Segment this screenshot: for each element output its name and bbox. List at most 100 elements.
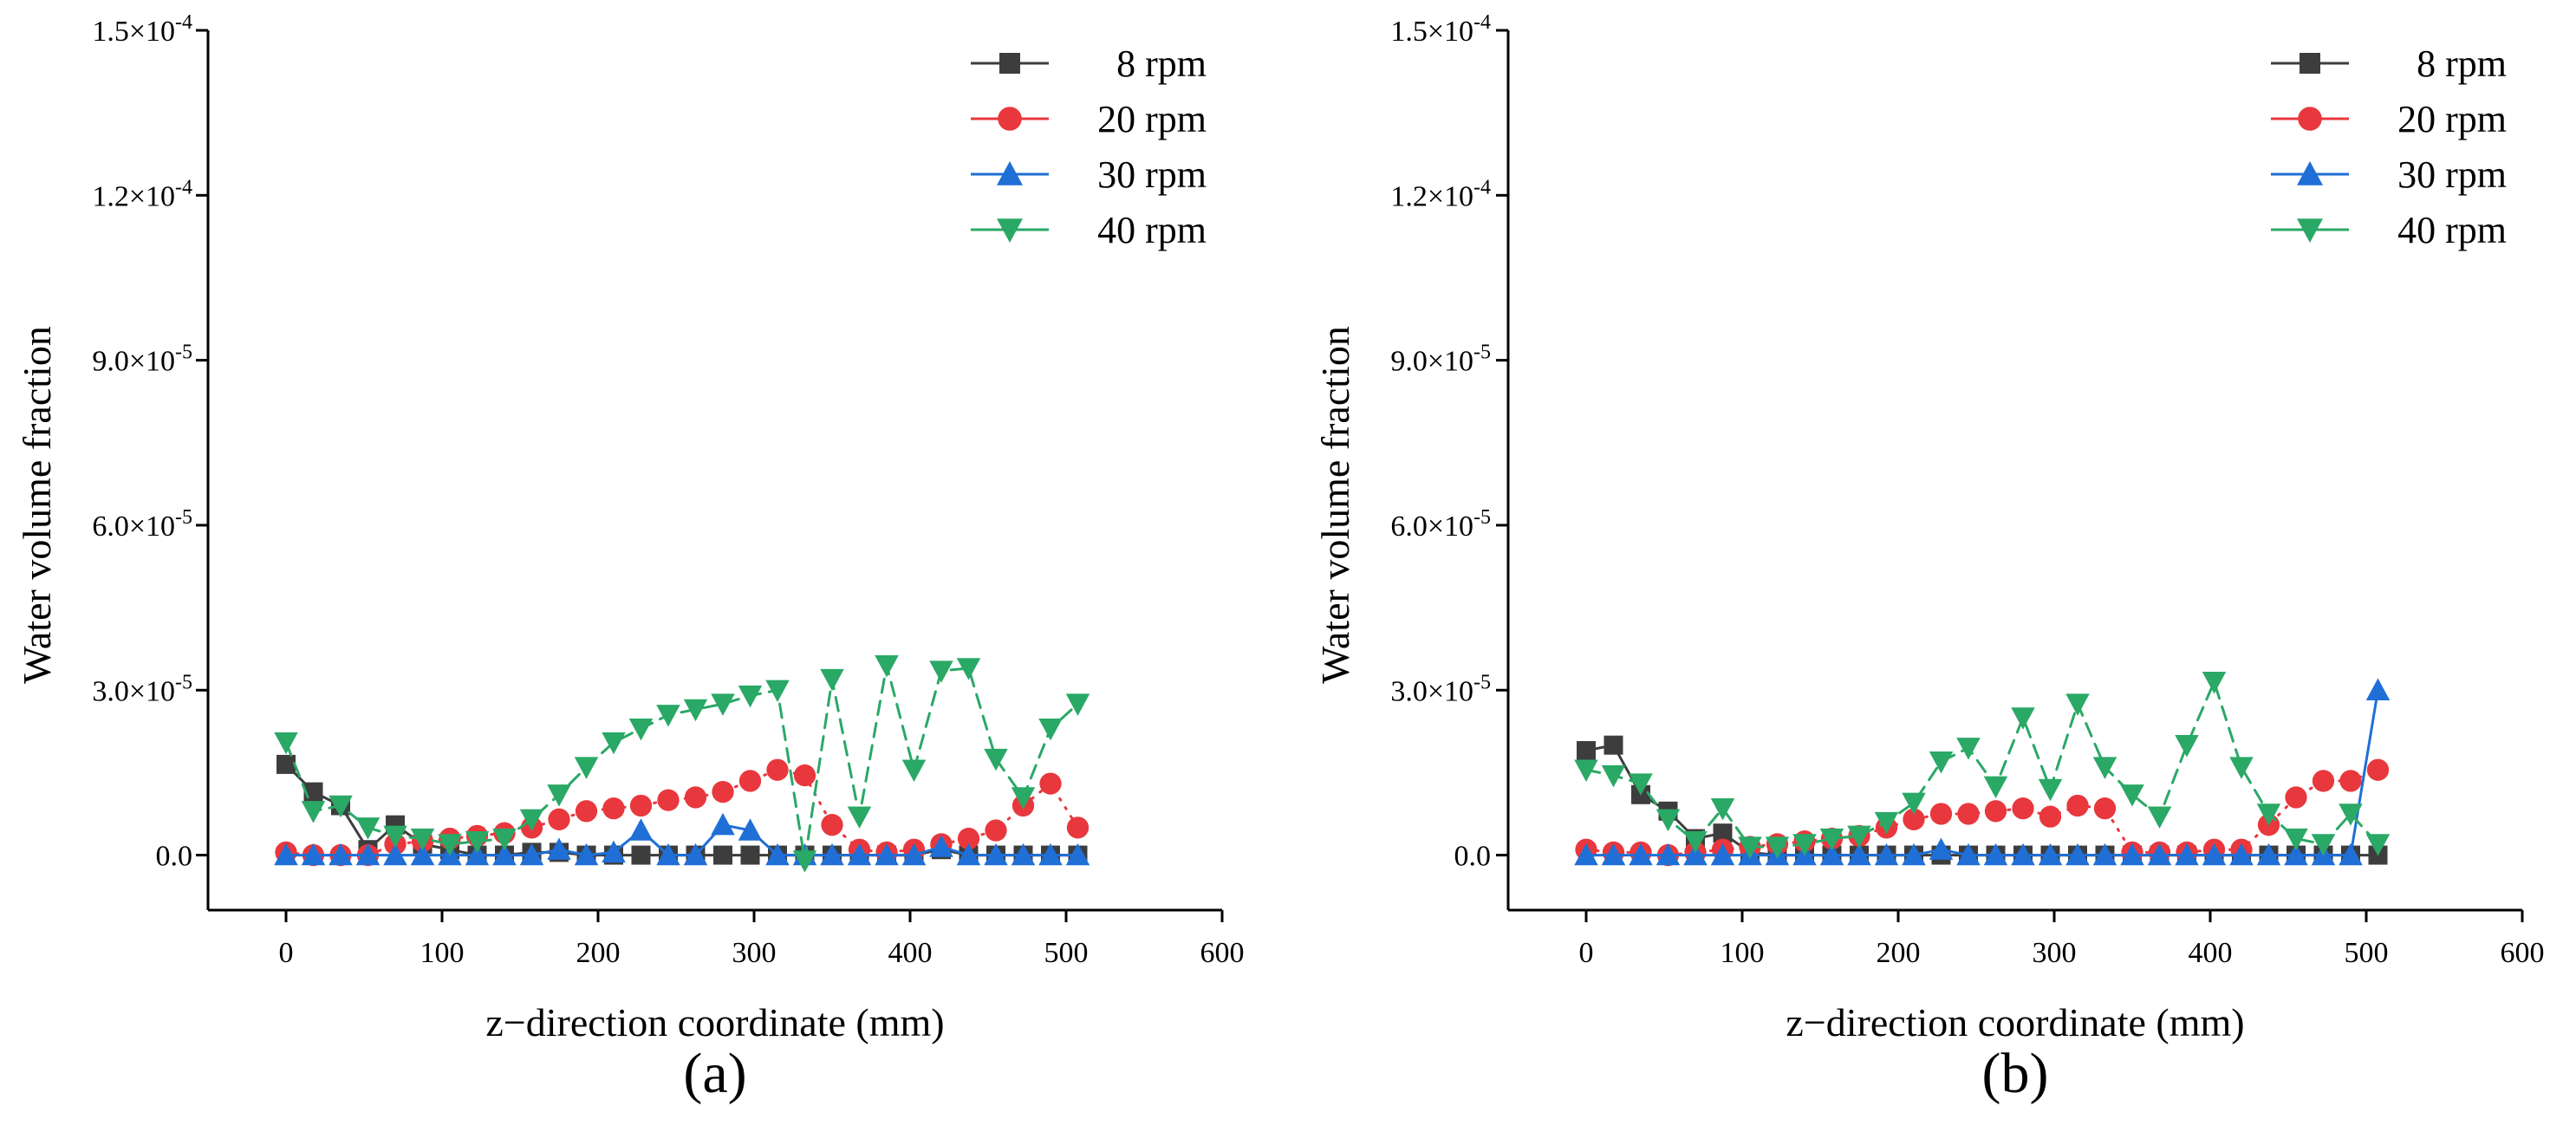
data-point <box>683 842 708 866</box>
data-point <box>1601 764 1626 788</box>
data-point <box>355 817 381 840</box>
data-point <box>847 806 872 829</box>
x-tick-label: 600 <box>1200 937 1245 969</box>
data-point <box>602 732 626 755</box>
data-point <box>465 842 490 866</box>
y-tick-label: 1.5×10-4 <box>92 11 192 48</box>
data-point <box>2120 842 2144 866</box>
data-point <box>2256 803 2281 826</box>
data-point <box>628 818 654 841</box>
data-point <box>329 842 353 866</box>
data-point <box>329 795 353 818</box>
y-axis-title: Water volume fraction <box>15 326 59 684</box>
data-point <box>2092 842 2117 866</box>
legend-marker <box>997 218 1023 243</box>
data-point <box>492 842 517 866</box>
data-point <box>2011 707 2035 730</box>
y-tick-label: 0.0 <box>1454 841 1492 873</box>
data-point <box>519 842 544 866</box>
data-point <box>738 818 763 841</box>
data-point <box>602 797 625 820</box>
data-point <box>492 828 517 851</box>
series-line <box>1584 680 2379 849</box>
legend-marker <box>2300 53 2320 74</box>
data-point <box>410 842 435 866</box>
data-point <box>355 842 381 866</box>
data-point <box>2066 794 2089 817</box>
y-tick-label: 1.2×10-4 <box>1390 176 1491 212</box>
data-point <box>410 828 435 851</box>
data-point <box>1601 842 1626 866</box>
legend: 8 rpm 20 rpm 30 rpm 40 rpm <box>2271 42 2507 251</box>
data-point <box>683 699 708 722</box>
data-point <box>1683 831 1708 854</box>
data-point <box>2038 842 2063 866</box>
data-point <box>574 757 599 779</box>
legend-label: 20 rpm <box>2397 98 2507 140</box>
data-point <box>2229 757 2254 779</box>
data-point <box>901 759 927 782</box>
legend-item: 30 rpm <box>971 153 1207 196</box>
legend-marker <box>997 161 1023 185</box>
data-point <box>984 842 1008 866</box>
data-point <box>657 789 680 811</box>
data-point <box>793 764 816 787</box>
data-point <box>656 705 680 727</box>
data-point <box>1765 836 1790 859</box>
data-point <box>956 842 981 866</box>
data-point <box>1656 809 1681 832</box>
data-point <box>929 835 953 857</box>
data-point <box>2202 672 2227 694</box>
data-point <box>1065 693 1090 716</box>
data-point <box>2366 758 2390 781</box>
chart-panel-a: 0 100 200 300 400 500 600 0.0 3.0×10-5 6.0×10-5 9.… <box>15 11 1245 1105</box>
data-point <box>929 660 953 683</box>
x-tick-label: 500 <box>1044 937 1089 969</box>
data-point <box>2284 828 2308 851</box>
y-tick-label: 1.5×10-4 <box>1390 11 1491 48</box>
data-point <box>2229 842 2254 866</box>
legend-marker <box>2297 218 2323 243</box>
data-point <box>2012 797 2034 820</box>
data-point <box>713 845 732 865</box>
data-point <box>2365 834 2391 856</box>
series-40-rpm <box>1574 672 2391 859</box>
x-tick-label: 0 <box>1579 937 1594 969</box>
data-point <box>2339 803 2363 826</box>
data-point <box>875 842 899 866</box>
data-point <box>1011 842 1036 866</box>
data-point <box>1656 842 1681 866</box>
data-point <box>1603 735 1623 755</box>
y-tick-label: 3.0×10-5 <box>92 671 192 707</box>
x-tick-label: 600 <box>2501 937 2545 969</box>
data-point <box>1983 776 2008 799</box>
data-point <box>2175 735 2199 758</box>
data-point <box>711 693 735 716</box>
x-tick-label: 300 <box>732 937 777 969</box>
data-point <box>1929 751 1954 774</box>
legend-label: 8 rpm <box>2417 42 2507 85</box>
data-point <box>1819 842 1844 866</box>
data-point <box>1874 811 1899 835</box>
data-point <box>2284 842 2308 866</box>
data-point <box>575 800 598 823</box>
data-point <box>1066 816 1090 839</box>
data-point <box>656 842 680 866</box>
legend-label: 30 rpm <box>2397 153 2507 196</box>
data-point <box>1710 797 1735 821</box>
data-point <box>2038 778 2063 802</box>
series-line <box>1584 688 2379 857</box>
data-point <box>301 801 326 823</box>
data-point <box>1011 787 1036 810</box>
data-point <box>2256 842 2281 866</box>
series-line <box>1584 768 2379 857</box>
data-point <box>2065 693 2090 716</box>
data-point <box>1847 842 1871 866</box>
data-point <box>847 842 872 866</box>
legend-item: 8 rpm <box>2271 42 2507 85</box>
data-point <box>1956 738 1981 760</box>
data-point <box>2092 757 2117 779</box>
data-point <box>2011 842 2035 866</box>
data-point <box>901 842 927 866</box>
data-point <box>820 668 844 692</box>
